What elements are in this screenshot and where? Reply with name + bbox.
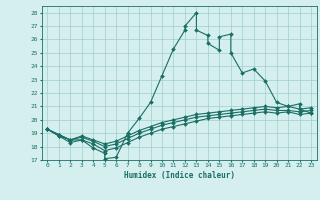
- X-axis label: Humidex (Indice chaleur): Humidex (Indice chaleur): [124, 171, 235, 180]
